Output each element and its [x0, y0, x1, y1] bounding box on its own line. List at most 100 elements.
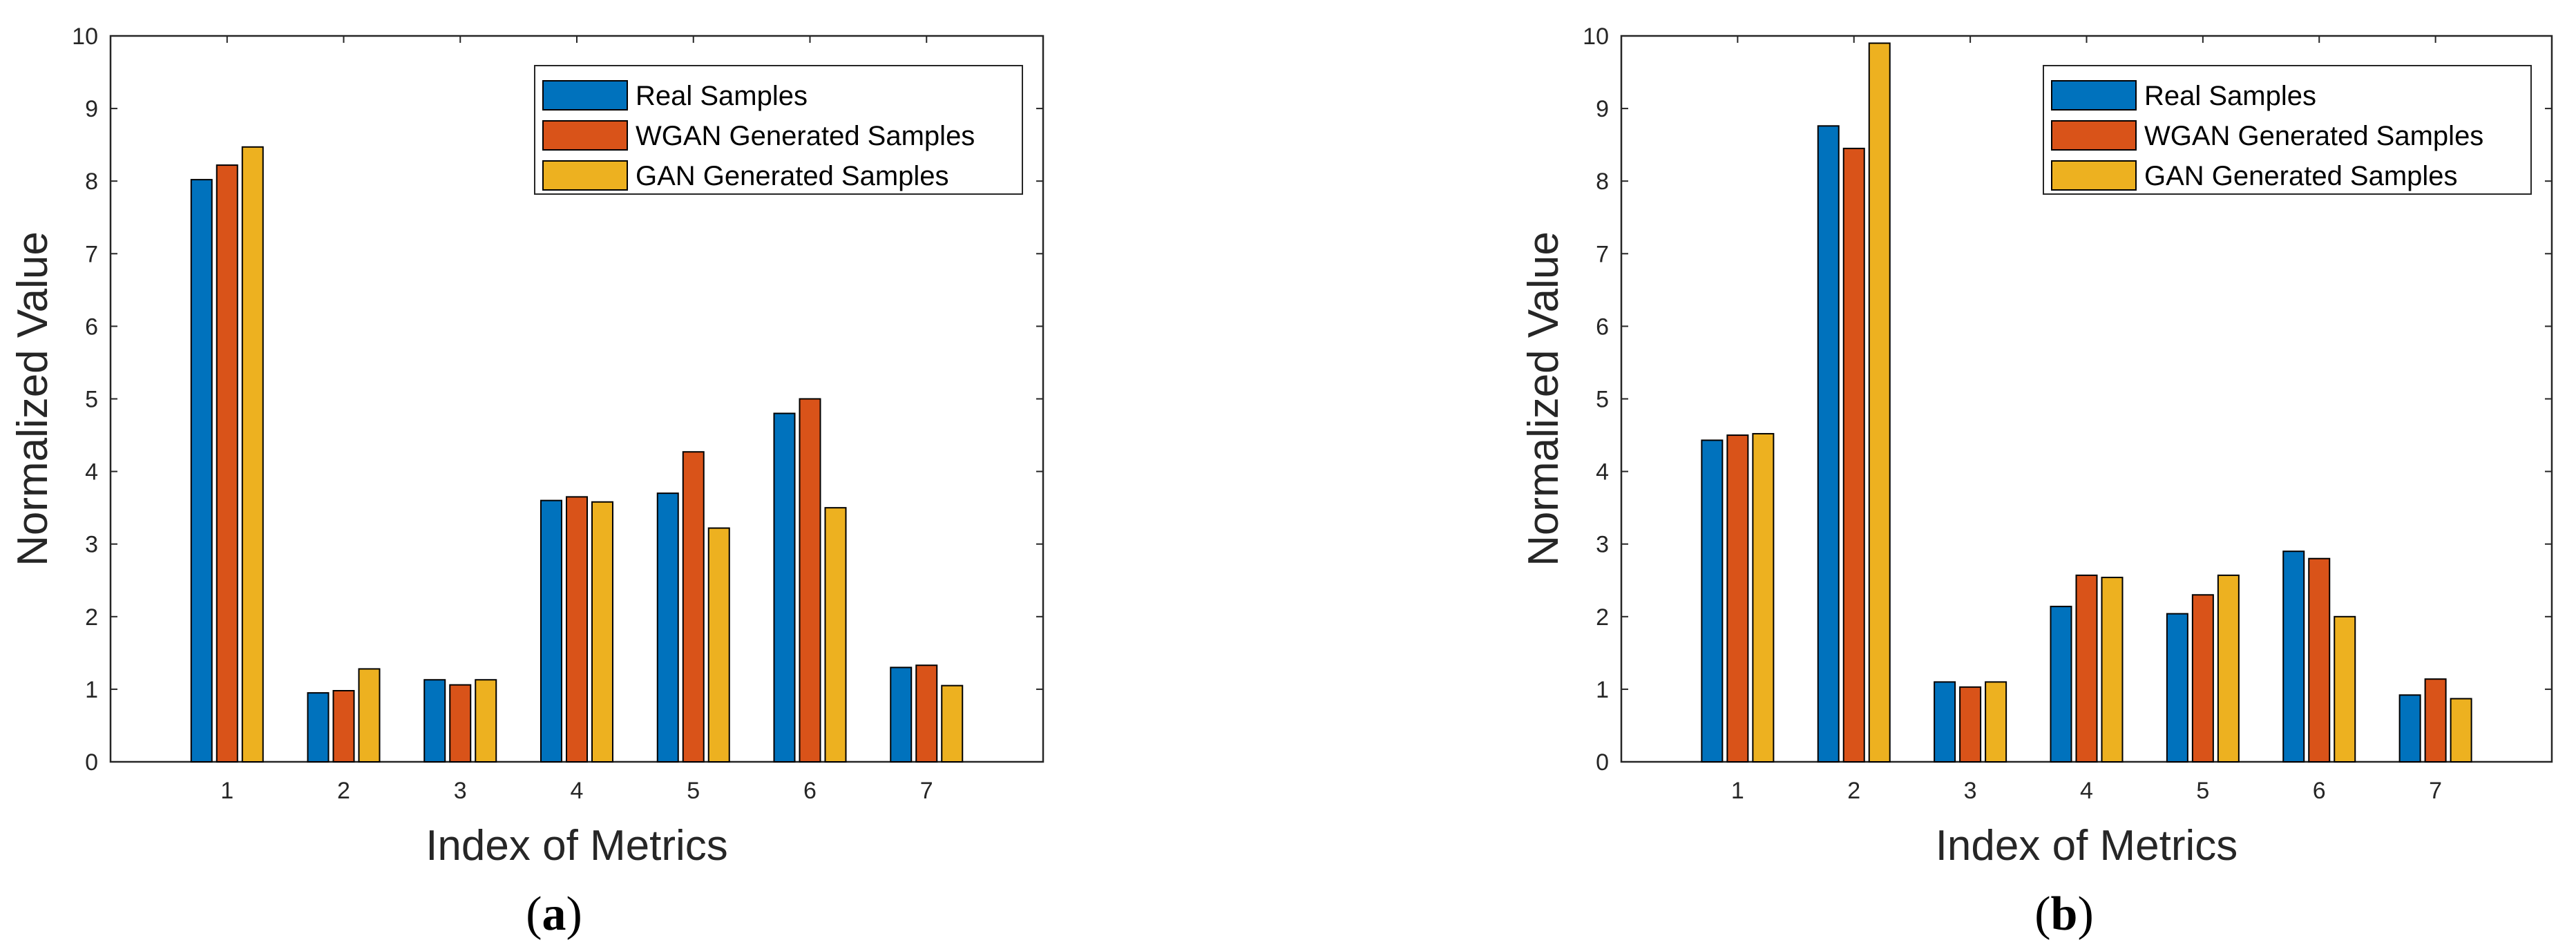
- panel-letter: a: [542, 888, 566, 941]
- x-tick-label: 3: [1964, 778, 1977, 804]
- y-tick-label: 5: [85, 387, 98, 413]
- panel-label: (b): [2034, 888, 2094, 941]
- bar-series-1-cat-5: [656, 492, 679, 763]
- legend-swatch-3: [542, 160, 628, 191]
- legend-swatch-1: [2051, 80, 2137, 111]
- bar-series-1-cat-4: [540, 499, 562, 763]
- bar-series-2-cat-3: [449, 684, 472, 763]
- y-tick-label: 10: [1583, 23, 1609, 50]
- legend-label-1: Real Samples: [636, 81, 808, 111]
- x-tick-label: 5: [687, 778, 700, 804]
- bar-series-1-cat-3: [423, 679, 446, 763]
- y-tick-label: 10: [72, 23, 98, 50]
- y-tick-label: 3: [1596, 532, 1609, 558]
- x-tick-label: 4: [571, 778, 584, 804]
- bar-series-3-cat-7: [2450, 698, 2472, 763]
- bar-series-3-cat-6: [2334, 615, 2356, 763]
- y-tick-label: 2: [85, 604, 98, 631]
- bar-series-3-cat-6: [824, 507, 847, 763]
- x-tick-label: 7: [920, 778, 933, 804]
- chart-panel-b: 0 1 2 3 4 5 6 7 8 9 10 1 2 3 4 5 6 7 Index of Metrics Norma…: [1520, 23, 2553, 941]
- bar-series-1-cat-3: [1934, 681, 1956, 763]
- legend-label-1: Real Samples: [2144, 81, 2316, 111]
- bar-series-2-cat-2: [1842, 147, 1865, 763]
- x-tick-label: 1: [1731, 778, 1744, 804]
- bar-series-2-cat-6: [2308, 557, 2331, 763]
- y-axis-label: Normalized Value: [9, 231, 57, 566]
- bar-series-3-cat-7: [941, 684, 964, 763]
- bar-series-3-cat-1: [241, 146, 264, 763]
- bar-series-1-cat-6: [773, 412, 796, 763]
- bar-series-3-cat-4: [591, 501, 613, 763]
- bar-series-2-cat-5: [2191, 594, 2214, 763]
- x-tick-label: 6: [2313, 778, 2326, 804]
- bar-series-1-cat-1: [190, 179, 213, 763]
- bar-series-2-cat-2: [332, 690, 355, 763]
- y-tick-label: 4: [85, 459, 98, 486]
- bar-series-2-cat-7: [2424, 678, 2447, 763]
- bar-series-3-cat-1: [1752, 432, 1775, 763]
- y-tick-label: 6: [1596, 314, 1609, 340]
- x-tick-label: 2: [337, 778, 350, 804]
- x-tick-label: 7: [2429, 778, 2442, 804]
- bar-series-1-cat-7: [2398, 694, 2421, 763]
- bar-series-3-cat-5: [707, 527, 730, 763]
- bar-series-2-cat-3: [1959, 686, 1982, 763]
- y-tick-label: 0: [1596, 749, 1609, 776]
- panel-label: (a): [526, 888, 582, 941]
- panel-letter: b: [2051, 888, 2078, 941]
- bar-series-3-cat-2: [1868, 42, 1891, 763]
- y-tick-label: 8: [85, 169, 98, 195]
- bar-series-2-cat-1: [1726, 434, 1749, 763]
- bar-series-2-cat-5: [682, 451, 705, 763]
- y-tick-label: 1: [1596, 677, 1609, 703]
- bar-series-3-cat-2: [358, 668, 381, 763]
- legend-swatch-1: [542, 80, 628, 111]
- legend-label-2: WGAN Generated Samples: [2144, 121, 2483, 151]
- legend-label-2: WGAN Generated Samples: [636, 121, 975, 151]
- y-tick-label: 1: [85, 677, 98, 703]
- bar-series-2-cat-1: [216, 164, 238, 763]
- bar-series-1-cat-2: [1817, 125, 1840, 763]
- y-tick-label: 6: [85, 314, 98, 340]
- bar-series-1-cat-4: [2050, 606, 2072, 763]
- bar-series-1-cat-7: [890, 667, 913, 763]
- chart-panel-a: 0 1 2 3 4 5 6 7 8 9 10 1 2 3 4 5 6 7 Index of Metrics Norma…: [9, 23, 1044, 941]
- legend-swatch-3: [2051, 160, 2137, 191]
- legend-label-3: GAN Generated Samples: [2144, 161, 2458, 191]
- x-tick-label: 2: [1847, 778, 1860, 804]
- bar-series-3-cat-3: [1985, 681, 2007, 763]
- y-axis-label: Normalized Value: [1520, 231, 1567, 566]
- x-tick-label: 1: [220, 778, 233, 804]
- bar-series-1-cat-5: [2166, 613, 2188, 763]
- y-tick-label: 8: [1596, 169, 1609, 195]
- bar-series-2-cat-4: [566, 496, 588, 763]
- y-tick-label: 7: [1596, 241, 1609, 267]
- y-tick-label: 3: [85, 532, 98, 558]
- legend-swatch-2: [542, 120, 628, 151]
- x-tick-label: 5: [2196, 778, 2209, 804]
- y-tick-label: 0: [85, 749, 98, 776]
- bar-series-1-cat-6: [2282, 550, 2305, 763]
- y-tick-label: 7: [85, 241, 98, 267]
- y-tick-label: 5: [1596, 387, 1609, 413]
- x-tick-label: 4: [2080, 778, 2093, 804]
- x-tick-label: 3: [454, 778, 467, 804]
- bar-series-3-cat-4: [2101, 577, 2124, 763]
- y-tick-label: 9: [85, 96, 98, 122]
- x-axis-label: Index of Metrics: [426, 822, 728, 870]
- bar-series-3-cat-5: [2217, 574, 2240, 763]
- bar-series-2-cat-6: [799, 398, 821, 763]
- y-tick-label: 4: [1596, 459, 1609, 486]
- y-tick-label: 2: [1596, 604, 1609, 631]
- bar-series-2-cat-7: [915, 664, 938, 763]
- bar-series-2-cat-4: [2075, 574, 2098, 763]
- bar-series-1-cat-2: [307, 692, 330, 763]
- x-axis-label: Index of Metrics: [1936, 822, 2238, 870]
- legend-swatch-2: [2051, 120, 2137, 151]
- y-tick-label: 9: [1596, 96, 1609, 122]
- legend-label-3: GAN Generated Samples: [636, 161, 949, 191]
- bar-series-1-cat-1: [1701, 439, 1724, 763]
- bar-series-3-cat-3: [475, 679, 497, 763]
